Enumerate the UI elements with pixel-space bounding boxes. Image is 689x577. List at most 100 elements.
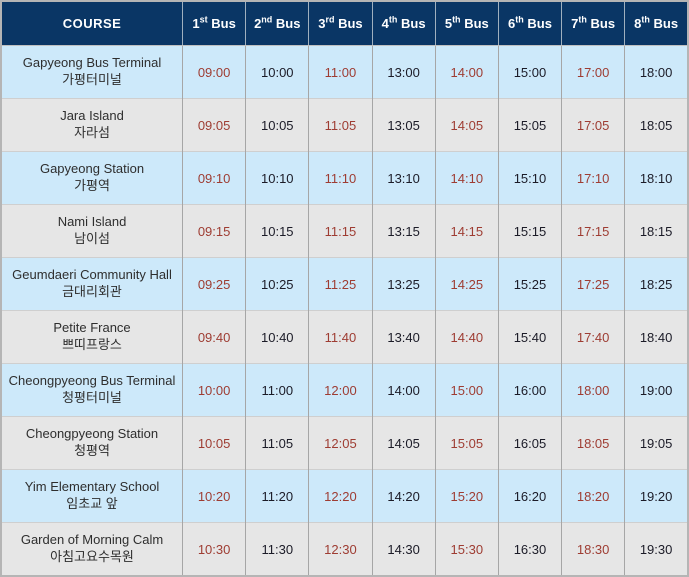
course-cell: Gapyeong Bus Terminal 가평터미널 — [1, 45, 183, 99]
time-cell: 10:30 — [182, 522, 246, 576]
course-name-en: Yim Elementary School — [24, 479, 160, 495]
time-cell: 17:00 — [561, 45, 625, 99]
time-cell: 11:25 — [308, 257, 373, 311]
bus-word: Bus — [211, 16, 236, 31]
bus-word: Bus — [338, 16, 363, 31]
ordinal-suffix: st — [199, 14, 208, 25]
time-cell: 14:00 — [371, 363, 436, 417]
bus-number: 5 — [444, 16, 453, 31]
bus-column-header: 4th Bus — [371, 1, 436, 46]
time-cell: 17:40 — [561, 310, 625, 364]
time-cell: 15:00 — [434, 363, 499, 417]
course-cell: Nami Island 남이섬 — [1, 204, 183, 258]
bus-word: Bus — [527, 16, 552, 31]
time-cell: 14:10 — [434, 151, 499, 205]
ordinal-suffix: th — [388, 14, 398, 25]
time-cell: 09:25 — [182, 257, 246, 311]
course-cell: Gapyeong Station 가평역 — [1, 151, 183, 205]
header-row: COURSE 1st Bus 2nd Bus 3rd Bus 4th Bus 5th B… — [1, 1, 688, 46]
course-name-ko: 남이섬 — [74, 231, 110, 246]
course-name-en: Gapyeong Station — [39, 161, 145, 177]
table-row: Nami Island 남이섬 09:15 10:15 11:15 13:15 14:15 1… — [1, 204, 688, 258]
time-cell: 15:40 — [497, 310, 562, 364]
bus-word: Bus — [653, 16, 679, 31]
time-cell: 19:20 — [624, 469, 688, 523]
time-cell: 15:00 — [497, 45, 562, 99]
course-name-en: Petite France — [53, 320, 131, 336]
time-cell: 10:00 — [245, 45, 309, 99]
bus-column-header: 5th Bus — [434, 1, 499, 46]
time-cell: 10:05 — [182, 416, 246, 470]
bus-column-header: 8th Bus — [624, 1, 688, 46]
time-cell: 15:30 — [434, 522, 499, 576]
time-cell: 12:00 — [308, 363, 373, 417]
bus-column-header: 3rd Bus — [308, 1, 373, 46]
course-cell: Petite France 쁘띠프랑스 — [1, 310, 183, 364]
time-cell: 15:20 — [434, 469, 499, 523]
time-cell: 19:30 — [624, 522, 688, 576]
time-cell: 13:15 — [371, 204, 436, 258]
bus-number: 2 — [254, 16, 262, 31]
time-cell: 11:00 — [308, 45, 373, 99]
course-cell: Garden of Morning Calm 아침고요수목원 — [1, 522, 183, 576]
time-cell: 13:10 — [371, 151, 436, 205]
time-cell: 18:05 — [624, 98, 688, 152]
course-name-en: Geumdaeri Community Hall — [12, 267, 172, 283]
bus-column-header: 6th Bus — [497, 1, 562, 46]
bus-number: 7 — [571, 16, 579, 31]
time-cell: 18:10 — [624, 151, 688, 205]
course-name-ko: 금대리회관 — [62, 284, 122, 299]
time-cell: 11:20 — [245, 469, 309, 523]
course-column-header: COURSE — [1, 1, 183, 46]
time-cell: 16:30 — [497, 522, 562, 576]
table-row: Gapyeong Station 가평역 09:10 10:10 11:10 13:10 1… — [1, 151, 688, 205]
table-row: Cheongpyeong Bus Terminal 청평터미널 10:00 11:00… — [1, 363, 688, 417]
time-cell: 18:20 — [561, 469, 625, 523]
course-name-en: Garden of Morning Calm — [20, 532, 164, 548]
table-row: Jara Island 자라섬 09:05 10:05 11:05 13:05 14:05 1… — [1, 98, 688, 152]
time-cell: 14:05 — [434, 98, 499, 152]
time-cell: 09:40 — [182, 310, 246, 364]
timetable-body: Gapyeong Bus Terminal 가평터미널 09:00 10:00 11:0… — [1, 45, 688, 576]
time-cell: 14:25 — [434, 257, 499, 311]
ordinal-suffix: th — [578, 14, 587, 25]
time-cell: 19:00 — [624, 363, 688, 417]
ordinal-suffix: th — [641, 14, 650, 25]
bus-number: 6 — [508, 16, 516, 31]
time-cell: 16:20 — [497, 469, 562, 523]
time-cell: 16:05 — [497, 416, 562, 470]
time-cell: 18:00 — [561, 363, 625, 417]
time-cell: 10:40 — [245, 310, 309, 364]
table-row: Yim Elementary School 임초교 앞 10:20 11:20 12:2… — [1, 469, 688, 523]
bus-column-header: 7th Bus — [561, 1, 625, 46]
time-cell: 15:15 — [497, 204, 562, 258]
time-cell: 09:05 — [182, 98, 246, 152]
table-row: Petite France 쁘띠프랑스 09:40 10:40 11:40 13:40 14… — [1, 310, 688, 364]
table-row: Garden of Morning Calm 아침고요수목원 10:30 11:30 1… — [1, 522, 688, 576]
time-cell: 14:00 — [434, 45, 499, 99]
bus-number: 4 — [381, 16, 389, 31]
bus-word: Bus — [401, 16, 426, 31]
ordinal-suffix: th — [452, 14, 461, 25]
table-row: Cheongpyeong Station 청평역 10:05 11:05 12:05 14… — [1, 416, 688, 470]
table-row: Geumdaeri Community Hall 금대리회관 09:25 10:25 1… — [1, 257, 688, 311]
time-cell: 15:10 — [497, 151, 562, 205]
time-cell: 11:00 — [245, 363, 309, 417]
time-cell: 15:05 — [497, 98, 562, 152]
time-cell: 18:30 — [561, 522, 625, 576]
time-cell: 11:10 — [308, 151, 373, 205]
time-cell: 18:05 — [561, 416, 625, 470]
time-cell: 10:00 — [182, 363, 246, 417]
course-cell: Cheongpyeong Station 청평역 — [1, 416, 183, 470]
time-cell: 13:05 — [371, 98, 436, 152]
time-cell: 12:30 — [308, 522, 373, 576]
course-name-en: Cheongpyeong Station — [25, 426, 159, 442]
time-cell: 15:05 — [434, 416, 499, 470]
time-cell: 15:25 — [497, 257, 562, 311]
course-name-ko: 가평터미널 — [62, 72, 122, 87]
time-cell: 19:05 — [624, 416, 688, 470]
course-name-en: Nami Island — [57, 214, 127, 230]
time-cell: 14:30 — [371, 522, 436, 576]
